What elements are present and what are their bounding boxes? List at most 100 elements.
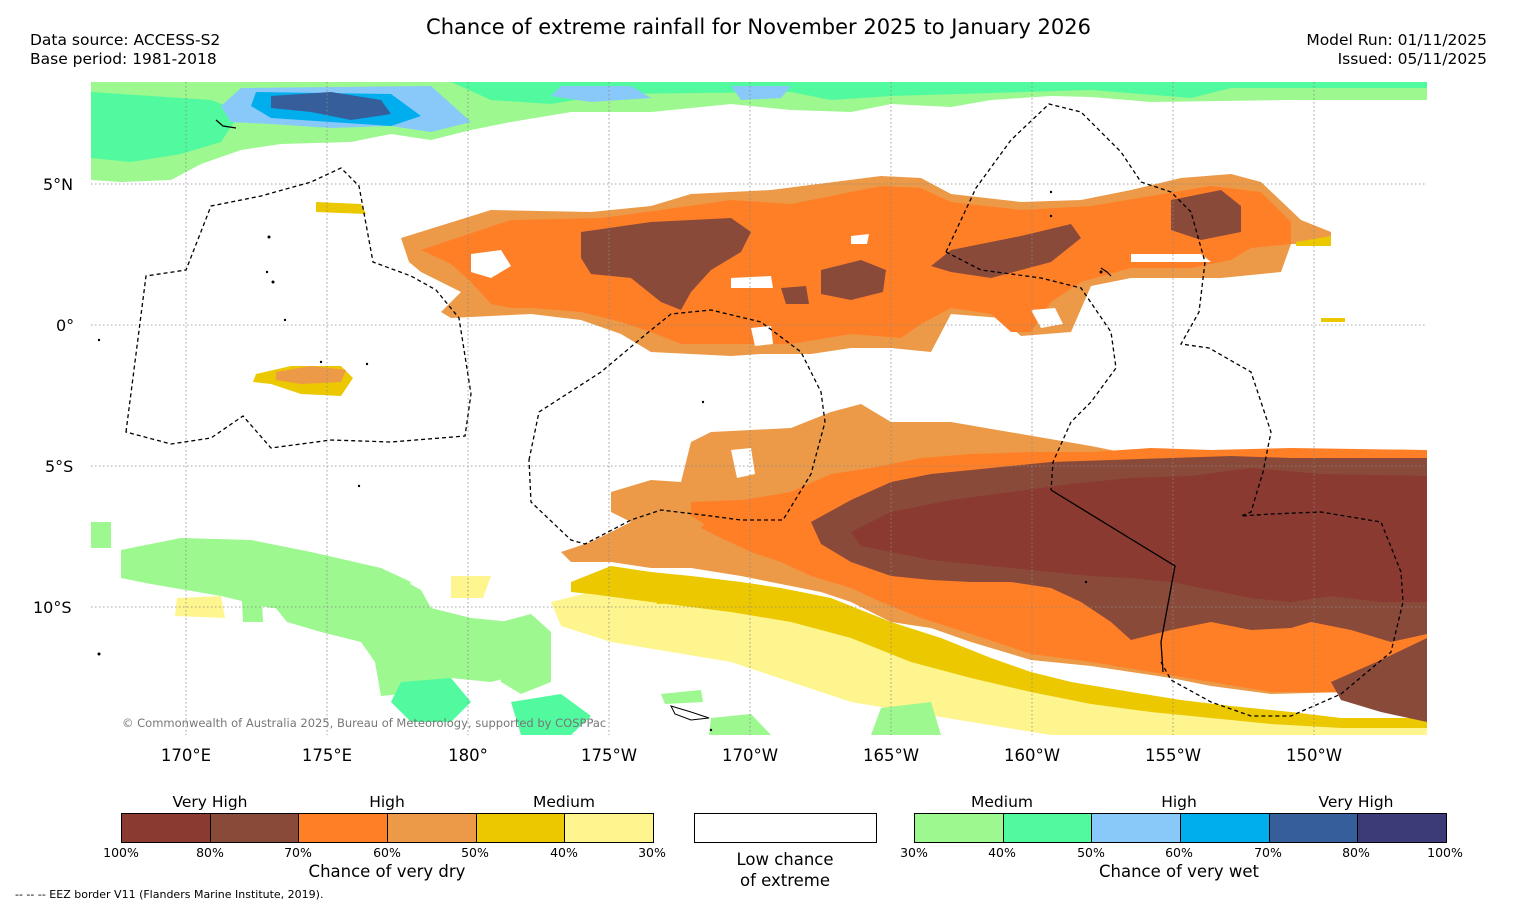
christmas-island-outline xyxy=(1100,267,1112,277)
wet-legend-label: Chance of very wet xyxy=(1099,862,1259,881)
dry-40-50-area xyxy=(571,566,1427,728)
dry-swatch xyxy=(299,814,389,842)
dry-tick: 80% xyxy=(196,845,224,860)
southern-wet-patches xyxy=(91,522,941,735)
dry-tick: 100% xyxy=(103,845,139,860)
wet-40-50-patch xyxy=(511,694,591,735)
wet-swatch xyxy=(1092,814,1182,842)
base-period-label: Base period: 1981-2018 xyxy=(30,50,217,68)
lon-label-155w: 155°W xyxy=(1144,746,1202,765)
dry-40-50-patch xyxy=(1321,318,1345,322)
wet-colorbar xyxy=(914,813,1447,843)
low-chance-swatch xyxy=(694,813,877,843)
southern-dry-band xyxy=(551,404,1427,735)
dry-swatch xyxy=(210,814,300,842)
wet-40-50-area-2 xyxy=(451,82,1427,104)
wet-30-40-patch xyxy=(501,614,551,694)
dry-70-80-area-se xyxy=(1331,638,1427,722)
lon-label-165w: 165°W xyxy=(862,746,920,765)
lat-label-5n: 5°N xyxy=(43,175,74,194)
wet-30-40-patch xyxy=(241,578,263,622)
low-chance-label-line1: Low chance xyxy=(736,850,834,869)
dry-cat-medium: Medium xyxy=(533,793,595,811)
dry-tick: 60% xyxy=(373,845,401,860)
low-chance-hole xyxy=(731,448,755,478)
dry-60-70-patch xyxy=(691,500,761,528)
wet-70-80-area xyxy=(271,92,391,120)
dry-colorbar xyxy=(121,813,654,843)
rainfall-map-svg xyxy=(91,82,1427,735)
lon-label-160w: 160°W xyxy=(1003,746,1061,765)
wet-cat-medium: Medium xyxy=(971,793,1033,811)
lat-label-0: 0° xyxy=(56,316,75,335)
wet-swatch xyxy=(1269,814,1359,842)
dry-swatch xyxy=(476,814,566,842)
dry-swatch xyxy=(122,814,211,842)
copyright-notice: © Commonwealth of Australia 2025, Bureau… xyxy=(122,716,607,730)
model-run-label: Model Run: 01/11/2025 xyxy=(1306,31,1487,49)
eez-footnote: -- -- -- EEZ border V11 (Flanders Marine… xyxy=(15,888,324,901)
low-chance-hole xyxy=(731,276,773,288)
eez-kiribati-gilbert xyxy=(125,167,472,449)
dry-80-100-area-south xyxy=(851,468,1427,602)
rainfall-map xyxy=(91,82,1427,735)
islands xyxy=(97,190,1103,732)
wet-tick: 30% xyxy=(900,845,928,860)
lon-label-170e: 170°E xyxy=(160,746,212,765)
low-chance-hole xyxy=(851,234,869,244)
dry-cat-high: High xyxy=(369,793,405,811)
wet-cat-very-high: Very High xyxy=(1318,793,1394,811)
low-chance-hole xyxy=(471,250,511,278)
lat-label-10s: 10°S xyxy=(33,598,72,617)
dry-70-80-area-3 xyxy=(781,286,809,304)
lon-label-180: 180° xyxy=(448,746,488,765)
eez-kiribati-phoenix xyxy=(528,309,826,545)
northern-wet-band xyxy=(91,82,1427,182)
wet-40-50-patch xyxy=(391,678,471,722)
dry-50-60-patch xyxy=(276,366,346,384)
dry-70-80-area-5 xyxy=(1171,190,1241,240)
low-chance-hole xyxy=(1031,308,1063,328)
map-title: Chance of extreme rainfall for November … xyxy=(426,15,1091,39)
low-chance-label: Low chance of extreme xyxy=(736,849,833,891)
marshall-island-outline xyxy=(215,119,237,129)
equatorial-dry-band xyxy=(253,174,1345,396)
eez-solid-boundary xyxy=(1050,489,1176,673)
data-source-label: Data source: ACCESS-S2 xyxy=(30,31,221,49)
wet-tick: 40% xyxy=(988,845,1016,860)
graticule xyxy=(91,82,1427,735)
wet-30-40-patch xyxy=(871,702,941,735)
wet-swatch xyxy=(915,814,1004,842)
dry-tick: 40% xyxy=(550,845,578,860)
wet-30-40-patch xyxy=(709,714,771,735)
dry-70-80-area-2 xyxy=(821,260,886,300)
wet-40-50-area xyxy=(91,92,241,162)
wet-tick: 80% xyxy=(1342,845,1370,860)
dry-tick: 30% xyxy=(638,845,666,860)
wet-swatch xyxy=(1003,814,1093,842)
wet-tick: 100% xyxy=(1427,845,1463,860)
wet-swatch xyxy=(1358,814,1447,842)
wet-30-40-patch xyxy=(661,690,703,704)
dry-swatch xyxy=(565,814,654,842)
dry-40-50-patch xyxy=(316,202,366,214)
dry-swatch xyxy=(388,814,477,842)
dry-legend-label: Chance of very dry xyxy=(308,862,466,881)
lon-label-175w: 175°W xyxy=(580,746,638,765)
dry-70-80-area-4 xyxy=(931,224,1081,278)
wet-50-60-area-2 xyxy=(551,86,651,102)
wet-tick: 70% xyxy=(1254,845,1282,860)
wet-30-40-patch xyxy=(271,566,531,696)
wet-cat-high: High xyxy=(1161,793,1197,811)
lat-label-5s: 5°S xyxy=(45,457,74,476)
dry-40-50-patch xyxy=(1296,236,1331,246)
wet-30-40-patch xyxy=(91,522,111,548)
samoa-islands-outline xyxy=(670,705,710,721)
wet-swatch xyxy=(1181,814,1270,842)
dry-tick: 70% xyxy=(284,845,312,860)
wet-tick: 60% xyxy=(1165,845,1193,860)
lon-label-170w: 170°W xyxy=(721,746,779,765)
eez-kiribati-line xyxy=(945,103,1404,717)
dry-70-80-area-1 xyxy=(581,218,751,310)
low-chance-hole xyxy=(751,326,773,346)
